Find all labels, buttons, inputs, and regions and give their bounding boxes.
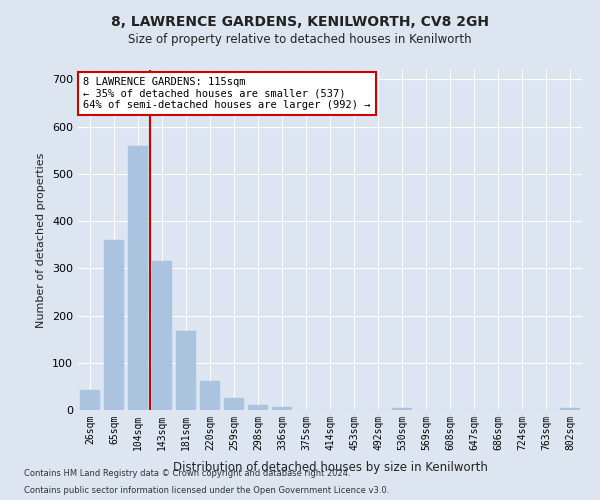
Bar [200,380,220,410]
Bar [248,406,268,410]
Bar [176,330,196,410]
Text: Size of property relative to detached houses in Kenilworth: Size of property relative to detached ho… [128,32,472,46]
Bar [128,146,148,410]
Bar [152,261,172,410]
Bar [272,407,292,410]
Bar [80,390,100,410]
Bar [392,408,412,410]
Text: 8, LAWRENCE GARDENS, KENILWORTH, CV8 2GH: 8, LAWRENCE GARDENS, KENILWORTH, CV8 2GH [111,15,489,29]
Bar [224,398,244,410]
Bar [560,408,580,410]
Text: Contains public sector information licensed under the Open Government Licence v3: Contains public sector information licen… [24,486,389,495]
Y-axis label: Number of detached properties: Number of detached properties [37,152,46,328]
X-axis label: Distribution of detached houses by size in Kenilworth: Distribution of detached houses by size … [173,461,487,474]
Text: 8 LAWRENCE GARDENS: 115sqm
← 35% of detached houses are smaller (537)
64% of sem: 8 LAWRENCE GARDENS: 115sqm ← 35% of deta… [83,77,371,110]
Text: Contains HM Land Registry data © Crown copyright and database right 2024.: Contains HM Land Registry data © Crown c… [24,468,350,477]
Bar [104,240,124,410]
